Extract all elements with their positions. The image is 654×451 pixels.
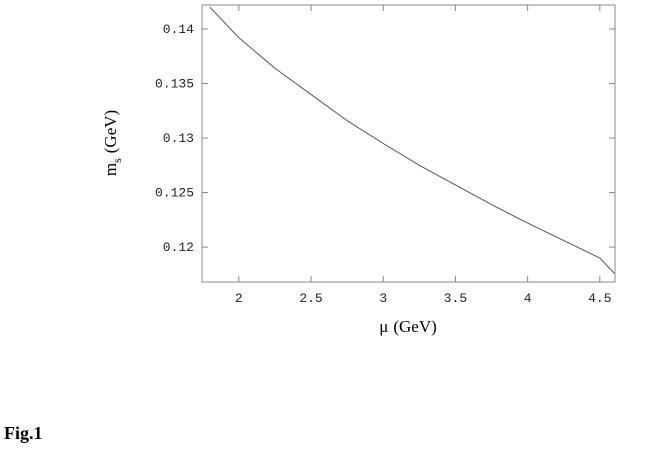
x-tick-label: 4.5 xyxy=(588,291,611,306)
x-tick-label: 2 xyxy=(235,291,243,306)
y-tick-label: 0.135 xyxy=(155,77,194,92)
x-label-unit: (GeV) xyxy=(393,317,436,336)
y-label-sub: s xyxy=(110,158,124,163)
x-tick-label: 2.5 xyxy=(299,291,322,306)
x-label-symbol: μ xyxy=(379,317,388,336)
x-tick-label: 3.5 xyxy=(444,291,467,306)
caption: Fig.1 xyxy=(4,423,43,443)
y-axis-label: ms (GeV) xyxy=(101,110,124,176)
x-tick-label: 4 xyxy=(524,291,532,306)
y-label-symbol: m xyxy=(101,163,120,176)
plot-frame xyxy=(201,4,616,283)
x-axis-label: μ (GeV) xyxy=(379,317,437,336)
y-tick-label: 0.125 xyxy=(155,186,194,201)
data-line xyxy=(209,6,615,274)
y-label-unit: (GeV) xyxy=(101,110,120,153)
y-tick-label: 0.12 xyxy=(163,240,194,255)
x-tick-label: 3 xyxy=(379,291,387,306)
y-tick-label: 0.13 xyxy=(163,131,194,146)
y-tick-label: 0.14 xyxy=(163,22,194,37)
